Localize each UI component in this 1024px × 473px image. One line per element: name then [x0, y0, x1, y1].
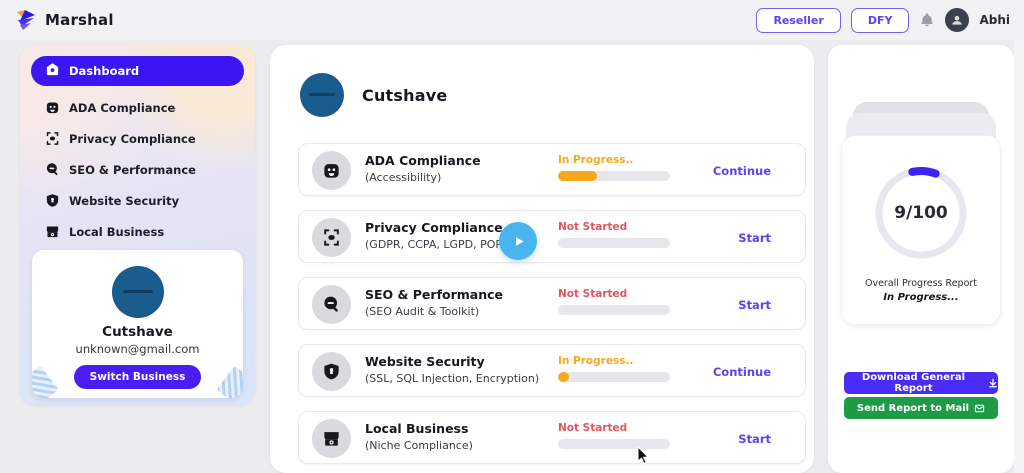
service-row: Privacy Compliance (GDPR, CCPA, LGPD, PO…	[298, 210, 806, 263]
status-text: Not Started	[558, 422, 628, 434]
service-row: Local Business (Niche Compliance) Not St…	[298, 411, 806, 464]
brand-name: Marshal	[45, 11, 114, 29]
service-subtitle: (SSL, SQL Injection, Encryption)	[365, 372, 540, 385]
service-title: Website Security	[365, 354, 485, 369]
sidebar: Dashboard ADA Compliance Privacy Complia…	[20, 45, 255, 405]
shield-icon	[45, 193, 60, 208]
scrollbar-track[interactable]	[1014, 40, 1024, 473]
sidebar-item-label: Privacy Compliance	[69, 131, 196, 146]
status-text: In Progress..	[558, 154, 634, 166]
face-scan-icon	[45, 131, 60, 146]
service-list: ADA Compliance (Accessibility) In Progre…	[298, 143, 806, 473]
progress-report-card: 9/100 Overall Progress Report In Progres…	[841, 135, 1001, 325]
business-email: unknown@gmail.com	[75, 342, 200, 356]
bell-icon[interactable]	[919, 12, 935, 28]
magnifier-icon	[45, 162, 60, 177]
main-panel: Cutshave ADA Compliance (Accessibility) …	[270, 45, 814, 473]
continue-link[interactable]: Continue	[712, 164, 771, 178]
sidebar-item-dashboard[interactable]: Dashboard	[31, 56, 244, 86]
sidebar-item-label: Website Security	[69, 193, 180, 208]
sidebar-item-label: ADA Compliance	[69, 100, 176, 115]
service-subtitle: (Niche Compliance)	[365, 439, 473, 452]
download-general-report-button[interactable]: Download General Report	[844, 372, 998, 394]
service-row: SEO & Performance (SEO Audit & Toolkit) …	[298, 277, 806, 330]
service-row: ADA Compliance (Accessibility) In Progre…	[298, 143, 806, 196]
sidebar-item-label: SEO & Performance	[69, 162, 196, 177]
mail-icon	[974, 403, 985, 414]
status-text: Not Started	[558, 221, 628, 233]
service-subtitle: (Accessibility)	[365, 171, 442, 184]
business-name: Cutshave	[102, 324, 173, 340]
business-card: Cutshave unknown@gmail.com Switch Busine…	[32, 250, 243, 398]
progress-bar	[558, 238, 670, 248]
home-icon	[45, 62, 60, 81]
continue-link[interactable]: Continue	[712, 365, 771, 379]
report-panel: 9/100 Overall Progress Report In Progres…	[828, 45, 1014, 473]
progress-score: 9/100	[894, 203, 948, 223]
sidebar-item-label: Local Business	[69, 224, 165, 239]
user-avatar[interactable]	[945, 8, 970, 32]
progress-ring: 9/100	[866, 158, 976, 268]
service-title: Privacy Compliance	[365, 220, 503, 235]
topbar: Marshal Reseller DFY Abhi	[0, 0, 1024, 40]
start-link[interactable]: Start	[738, 298, 771, 312]
service-subtitle: (GDPR, CCPA, LGPD, POPI)	[365, 238, 510, 251]
business-avatar	[300, 73, 344, 117]
sidebar-item-website-security[interactable]: Website Security	[20, 185, 255, 216]
download-button-label: Download General Report	[861, 372, 966, 394]
sidebar-item-privacy-compliance[interactable]: Privacy Compliance	[20, 123, 255, 154]
send-report-to-mail-button[interactable]: Send Report to Mail	[844, 397, 998, 419]
progress-fill	[558, 171, 598, 181]
start-link[interactable]: Start	[738, 432, 771, 446]
status-text: Not Started	[558, 288, 628, 300]
page-title: Cutshave	[362, 85, 448, 105]
confetti-decoration	[216, 365, 243, 398]
send-button-label: Send Report to Mail	[856, 402, 970, 414]
download-icon	[988, 378, 998, 388]
face-scan-icon	[312, 218, 351, 257]
start-link[interactable]: Start	[738, 231, 771, 245]
service-title: SEO & Performance	[365, 287, 504, 302]
play-video-button[interactable]	[499, 222, 537, 260]
storefront-icon	[312, 419, 351, 458]
shield-icon	[312, 352, 351, 391]
brand: Marshal	[14, 8, 114, 32]
sidebar-item-seo-performance[interactable]: SEO & Performance	[20, 154, 255, 185]
dfy-button[interactable]: DFY	[850, 7, 910, 33]
report-caption: Overall Progress Report	[864, 278, 978, 289]
service-title: Local Business	[365, 421, 469, 436]
storefront-icon	[45, 224, 60, 239]
report-status: In Progress...	[883, 292, 959, 303]
marshal-logo-icon	[14, 8, 38, 32]
progress-bar	[558, 171, 670, 181]
user-name: Abhi	[979, 13, 1010, 27]
magnifier-icon	[312, 285, 351, 324]
sidebar-item-ada-compliance[interactable]: ADA Compliance	[20, 92, 255, 123]
switch-business-button[interactable]: Switch Business	[73, 365, 202, 389]
sidebar-item-local-business[interactable]: Local Business	[20, 216, 255, 247]
reseller-button[interactable]: Reseller	[756, 7, 841, 33]
service-row: Website Security (SSL, SQL Injection, En…	[298, 344, 806, 397]
confetti-decoration	[32, 365, 59, 398]
robot-face-icon	[312, 151, 351, 190]
status-text: In Progress..	[558, 355, 634, 367]
sidebar-item-label: Dashboard	[69, 64, 140, 78]
progress-fill	[558, 372, 570, 382]
service-subtitle: (SEO Audit & Toolkit)	[365, 305, 480, 318]
progress-bar	[558, 439, 670, 449]
service-title: ADA Compliance	[365, 153, 481, 168]
business-avatar	[111, 266, 164, 318]
robot-face-icon	[45, 100, 60, 115]
progress-bar	[558, 305, 670, 315]
progress-bar	[558, 372, 670, 382]
play-icon	[511, 234, 526, 249]
